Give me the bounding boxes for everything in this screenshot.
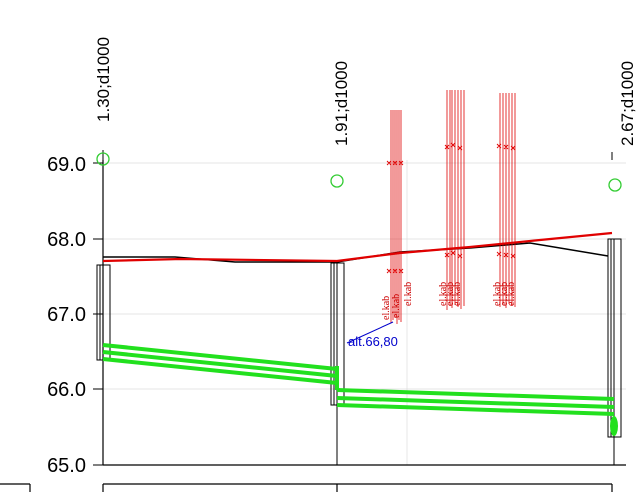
well-label: 1.30;d1000 [94, 37, 113, 122]
pipe-end-marker [610, 416, 618, 436]
grid [103, 160, 626, 465]
cable-markers [386, 142, 516, 274]
well-label: 1.91;d1000 [332, 61, 351, 146]
cable-label: el.kab [499, 282, 510, 306]
y-tick-label: 66.0 [47, 379, 86, 401]
well-2 [330, 262, 345, 465]
cable-label: el.kab [492, 282, 503, 306]
pipes [102, 343, 615, 416]
cable-label: el.kab [506, 282, 517, 306]
cable-label: el.kab [391, 294, 402, 318]
level-marker [96, 152, 110, 166]
y-tick-label: 68.0 [47, 229, 86, 251]
y-tick-label: 65.0 [47, 455, 86, 477]
y-axis: 65.0 66.0 67.0 68.0 69.0 [47, 154, 104, 477]
cable-label: el.kab [445, 282, 456, 306]
cable-label: el.kab [452, 282, 463, 306]
y-tick-label: 69.0 [47, 154, 86, 176]
well-label: 2.67;d1000 [618, 61, 637, 146]
cable-label: el.kab [403, 282, 414, 306]
cables [390, 90, 516, 324]
cable-label: el.kab [381, 296, 392, 320]
level-marker [608, 178, 622, 192]
altitude-annotation: alt.66,80 [348, 334, 398, 349]
level-marker [330, 174, 344, 188]
cable-label: el.kab [438, 282, 449, 306]
table-stub [0, 483, 613, 492]
annotation-leader [346, 321, 394, 344]
design-line [102, 231, 613, 263]
y-tick-label: 67.0 [47, 304, 86, 326]
